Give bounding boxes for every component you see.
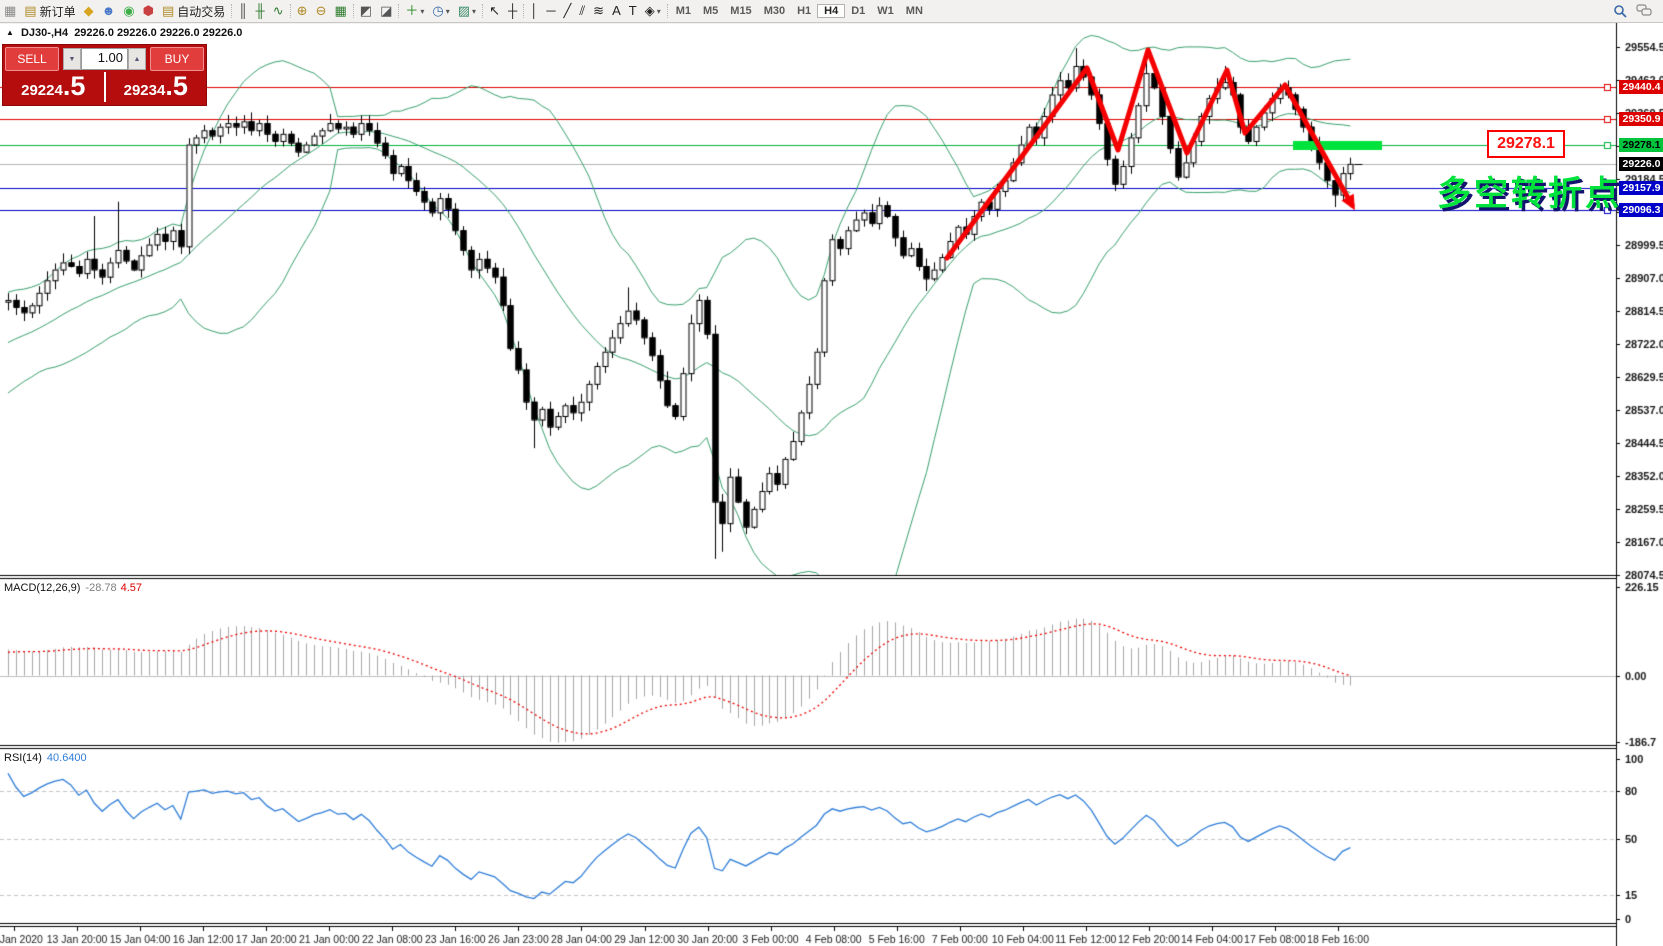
toolbar-separator bbox=[398, 4, 400, 18]
timeframe-m1[interactable]: M1 bbox=[675, 5, 691, 17]
toolbar-separator bbox=[523, 4, 525, 18]
horizontal-line-icon[interactable]: ─ bbox=[546, 3, 556, 18]
bar-chart-mode-icon[interactable]: ║ bbox=[238, 3, 248, 18]
toolbar-separator bbox=[666, 4, 668, 18]
sell-price[interactable]: 29224.5 bbox=[21, 71, 86, 101]
template-icon[interactable]: ▨ ▾ bbox=[457, 3, 477, 18]
text-tool-icon[interactable]: A bbox=[612, 3, 621, 18]
chart-shift-icon[interactable]: ◪ bbox=[380, 3, 393, 18]
price-tag-29440.4: 29440.4 bbox=[1619, 80, 1663, 95]
turning-point-note[interactable]: 多空转折点 bbox=[1437, 175, 1622, 213]
candlestick-mode-icon[interactable]: ╫ bbox=[255, 3, 265, 18]
chevron-down-icon: ▾ bbox=[472, 6, 477, 16]
price-tag-29096.3: 29096.3 bbox=[1619, 203, 1663, 218]
line-chart-mode-icon[interactable]: ∿ bbox=[272, 3, 284, 18]
label-tool-icon[interactable]: T bbox=[628, 3, 637, 18]
fibonacci-icon[interactable]: ≋ bbox=[593, 3, 605, 18]
main-toolbar: ▦ ▤ 新订单 ◆ ☻ ◉ ⬢ ▤ 自动交易 ║ ╫ ∿ ⊕ ⊖ ▦ ◩ ◪ ＋ ▾ ◷ ▾ ▨ ▾ ↖ ┼ │ ─ ╱ ⫽ ≋ A T ◈ ▾ … bbox=[0, 0, 1663, 23]
price-tag-29350.9: 29350.9 bbox=[1619, 112, 1663, 127]
period-icon[interactable]: ◷ ▾ bbox=[432, 3, 450, 18]
toolbar-separator bbox=[289, 4, 291, 18]
timeframe-m30[interactable]: M30 bbox=[763, 5, 786, 17]
timeframe-m15[interactable]: M15 bbox=[730, 5, 752, 17]
auto-scroll-icon[interactable]: ◩ bbox=[359, 3, 373, 18]
macd-signal-value: 4.57 bbox=[120, 582, 143, 594]
search-icon[interactable] bbox=[1609, 1, 1632, 21]
chart-title: ▲ DJ30-,H4 29226.0 29226.0 29226.0 29226… bbox=[6, 27, 242, 39]
rsi-value: 40.6400 bbox=[46, 752, 87, 764]
toolbar-separator bbox=[231, 4, 233, 18]
macd-header: MACD(12,26,9) -28.78 4.57 bbox=[4, 582, 143, 594]
price-tag-29157.9: 29157.9 bbox=[1619, 181, 1663, 196]
collapse-triangle-icon[interactable]: ▲ bbox=[6, 28, 14, 37]
add-indicator-icon[interactable]: ＋ ▾ bbox=[405, 3, 425, 18]
signal-icon[interactable]: ◉ bbox=[123, 3, 135, 18]
buy-price[interactable]: 29234.5 bbox=[123, 71, 188, 101]
symbol-timeframe: DJ30-,H4 bbox=[20, 27, 69, 39]
tile-windows-icon[interactable]: ▦ bbox=[334, 3, 347, 18]
chevron-down-icon: ▾ bbox=[445, 6, 450, 16]
ohlc-values: 29226.0 29226.0 29226.0 29226.0 bbox=[74, 27, 243, 39]
market-watch-icon[interactable]: ☻ bbox=[101, 3, 116, 18]
chevron-down-icon: ▾ bbox=[656, 6, 661, 16]
auto-trading-button[interactable]: ▤ 自动交易 bbox=[162, 3, 226, 19]
window-grid-icon[interactable]: ▦ bbox=[4, 3, 17, 18]
volume-input[interactable]: 1.00 bbox=[81, 48, 128, 70]
zoom-out-icon[interactable]: ⊖ bbox=[315, 3, 327, 18]
auto-trading-icon[interactable]: ⬢ bbox=[142, 3, 154, 18]
timeframe-m5[interactable]: M5 bbox=[703, 5, 719, 17]
sell-button[interactable]: SELL bbox=[5, 47, 59, 71]
toolbar-separator bbox=[482, 4, 484, 18]
one-click-trading-panel: SELL ▼ 1.00 ▲ BUY 29224.5 29234.5 bbox=[2, 44, 207, 106]
chevron-down-icon: ▾ bbox=[420, 6, 425, 16]
macd-value: -28.78 bbox=[85, 582, 117, 594]
zoom-in-icon[interactable]: ⊕ bbox=[296, 3, 308, 18]
timeframe-h4[interactable]: H4 bbox=[817, 4, 846, 18]
vertical-line-icon[interactable]: │ bbox=[530, 3, 539, 18]
price-annotation-box[interactable]: 29278.1 bbox=[1487, 130, 1565, 158]
price-tag-29226.0: 29226.0 bbox=[1619, 156, 1663, 171]
channel-icon[interactable]: ⫽ bbox=[579, 3, 586, 18]
gold-order-icon[interactable]: ◆ bbox=[83, 3, 94, 18]
rsi-header: RSI(14) 40.6400 bbox=[4, 752, 87, 764]
new-order-button[interactable]: ▤ 新订单 bbox=[24, 3, 76, 19]
timeframe-h1[interactable]: H1 bbox=[797, 5, 812, 17]
trendline-icon[interactable]: ╱ bbox=[563, 3, 572, 18]
toolbar-separator bbox=[352, 4, 354, 18]
timeframe-w1[interactable]: W1 bbox=[877, 5, 894, 17]
timeframe-mn[interactable]: MN bbox=[905, 5, 923, 17]
price-divider bbox=[103, 72, 106, 102]
shapes-icon[interactable]: ◈ ▾ bbox=[644, 3, 661, 18]
buy-button[interactable]: BUY bbox=[150, 47, 204, 71]
cursor-icon[interactable]: ↖ bbox=[489, 3, 500, 18]
crosshair-icon[interactable]: ┼ bbox=[507, 3, 518, 18]
price-tag-29278.1: 29278.1 bbox=[1619, 138, 1663, 153]
volume-up-button[interactable]: ▲ bbox=[128, 48, 146, 70]
volume-down-button[interactable]: ▼ bbox=[63, 48, 81, 70]
timeframe-d1[interactable]: D1 bbox=[851, 5, 866, 17]
chat-icon[interactable] bbox=[1632, 1, 1657, 21]
